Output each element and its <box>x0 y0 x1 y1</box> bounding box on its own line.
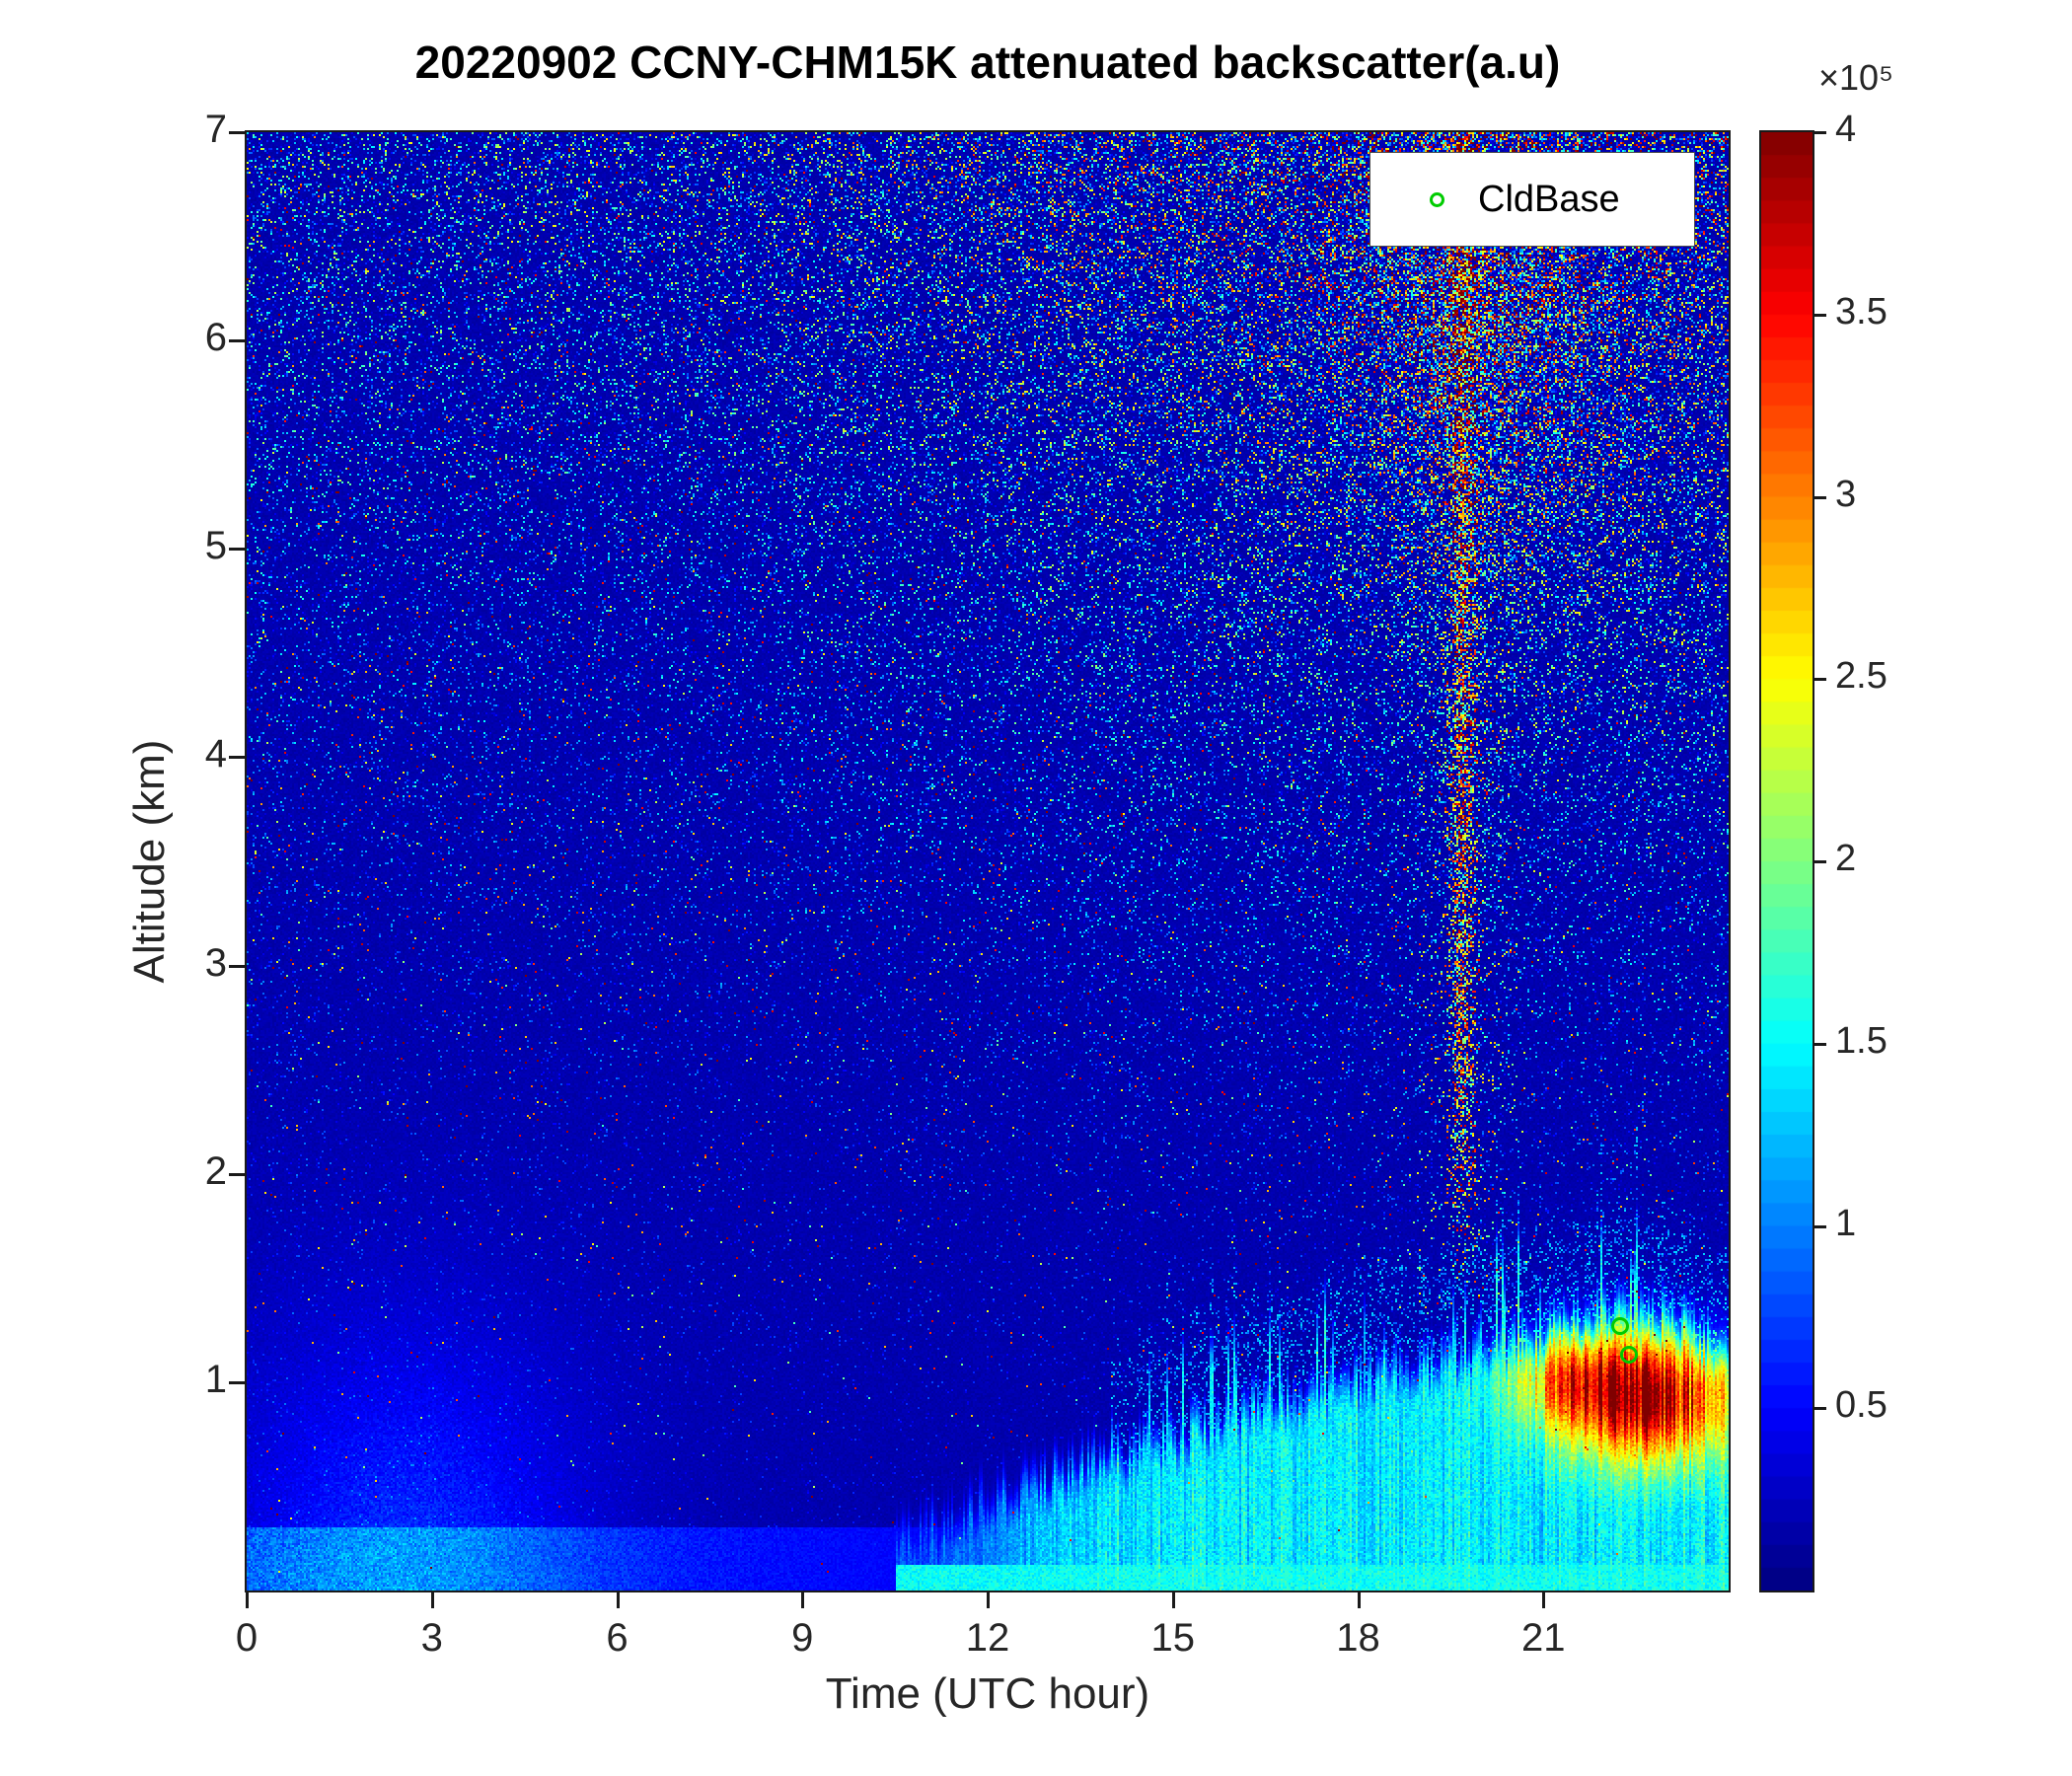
x-tick-label: 0 <box>235 1616 259 1660</box>
cldbase-legend-marker-icon <box>1430 191 1444 207</box>
colorbar-tick-mark <box>1814 678 1826 682</box>
x-tick-label: 12 <box>965 1616 1010 1660</box>
x-tick-mark <box>1171 1592 1175 1608</box>
y-tick-mark <box>229 131 245 134</box>
y-tick-mark <box>229 1172 245 1176</box>
x-tick-label: 18 <box>1336 1616 1380 1660</box>
colorbar-tick-label: 2.5 <box>1835 655 1887 698</box>
colorbar-tick-mark <box>1814 1224 1826 1228</box>
colorbar-tick-mark <box>1814 1042 1826 1046</box>
y-tick-mark <box>229 1380 245 1384</box>
colorbar-tick-label: 0.5 <box>1835 1384 1887 1427</box>
y-tick-label: 7 <box>204 108 227 151</box>
x-tick-mark <box>430 1592 434 1608</box>
colorbar-tick-mark <box>1814 860 1826 863</box>
x-tick-mark <box>801 1592 805 1608</box>
colorbar-tick-mark <box>1814 1407 1826 1411</box>
x-tick-label: 3 <box>420 1616 443 1660</box>
legend: CldBase <box>1369 152 1695 247</box>
x-tick-mark <box>987 1592 990 1608</box>
colorbar-tick-label: 4 <box>1835 109 1857 150</box>
y-axis-label: Altitude (km) <box>125 739 174 984</box>
x-axis-label: Time (UTC hour) <box>825 1669 1150 1718</box>
x-tick-label: 6 <box>606 1616 629 1660</box>
chart-title: 20220902 CCNY-CHM15K attenuated backscat… <box>414 37 1561 88</box>
y-tick-mark <box>229 964 245 968</box>
x-tick-mark <box>616 1592 620 1608</box>
y-tick-mark <box>229 756 245 760</box>
y-tick-mark <box>229 548 245 552</box>
colorbar-tick-label: 2 <box>1835 838 1857 879</box>
x-tick-label: 21 <box>1521 1616 1566 1660</box>
plot-area: CldBase <box>245 130 1731 1592</box>
colorbar-tick-mark <box>1814 495 1826 499</box>
colorbar-exponent-label: ×10⁵ <box>1818 57 1893 98</box>
legend-label: CldBase <box>1478 178 1620 220</box>
x-tick-label: 15 <box>1150 1616 1196 1660</box>
colorbar-tick-label: 1.5 <box>1835 1019 1887 1062</box>
colorbar <box>1759 130 1814 1592</box>
x-tick-mark <box>1357 1592 1361 1608</box>
y-tick-mark <box>229 339 245 343</box>
x-tick-mark <box>246 1592 249 1608</box>
y-tick-label: 2 <box>204 1148 227 1193</box>
x-tick-mark <box>1542 1592 1546 1608</box>
colorbar-canvas <box>1761 132 1813 1591</box>
y-tick-label: 1 <box>204 1357 227 1401</box>
heatmap-canvas <box>247 132 1729 1591</box>
y-tick-label: 6 <box>204 316 227 360</box>
colorbar-tick-mark <box>1814 131 1826 134</box>
colorbar-tick-mark <box>1814 313 1826 317</box>
x-tick-label: 9 <box>791 1616 814 1660</box>
colorbar-tick-label: 1 <box>1835 1202 1857 1244</box>
colorbar-tick-label: 3.5 <box>1835 290 1887 333</box>
y-tick-label: 5 <box>204 524 227 568</box>
colorbar-tick-label: 3 <box>1835 473 1857 515</box>
